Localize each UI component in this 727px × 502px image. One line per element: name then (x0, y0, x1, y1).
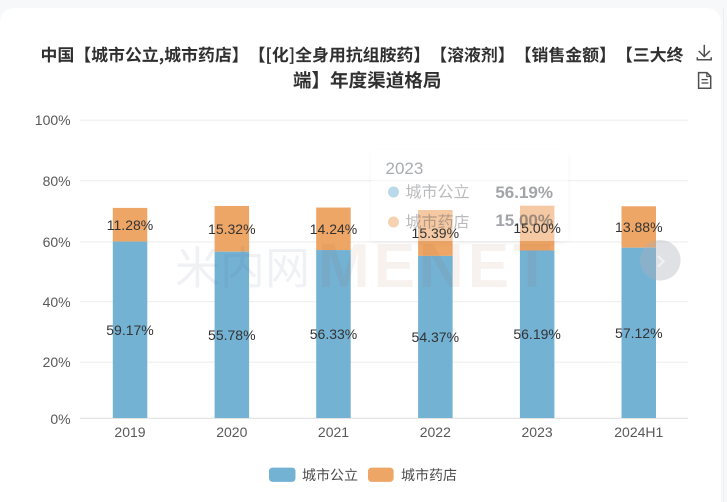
svg-text:MENET: MENET (318, 232, 555, 301)
